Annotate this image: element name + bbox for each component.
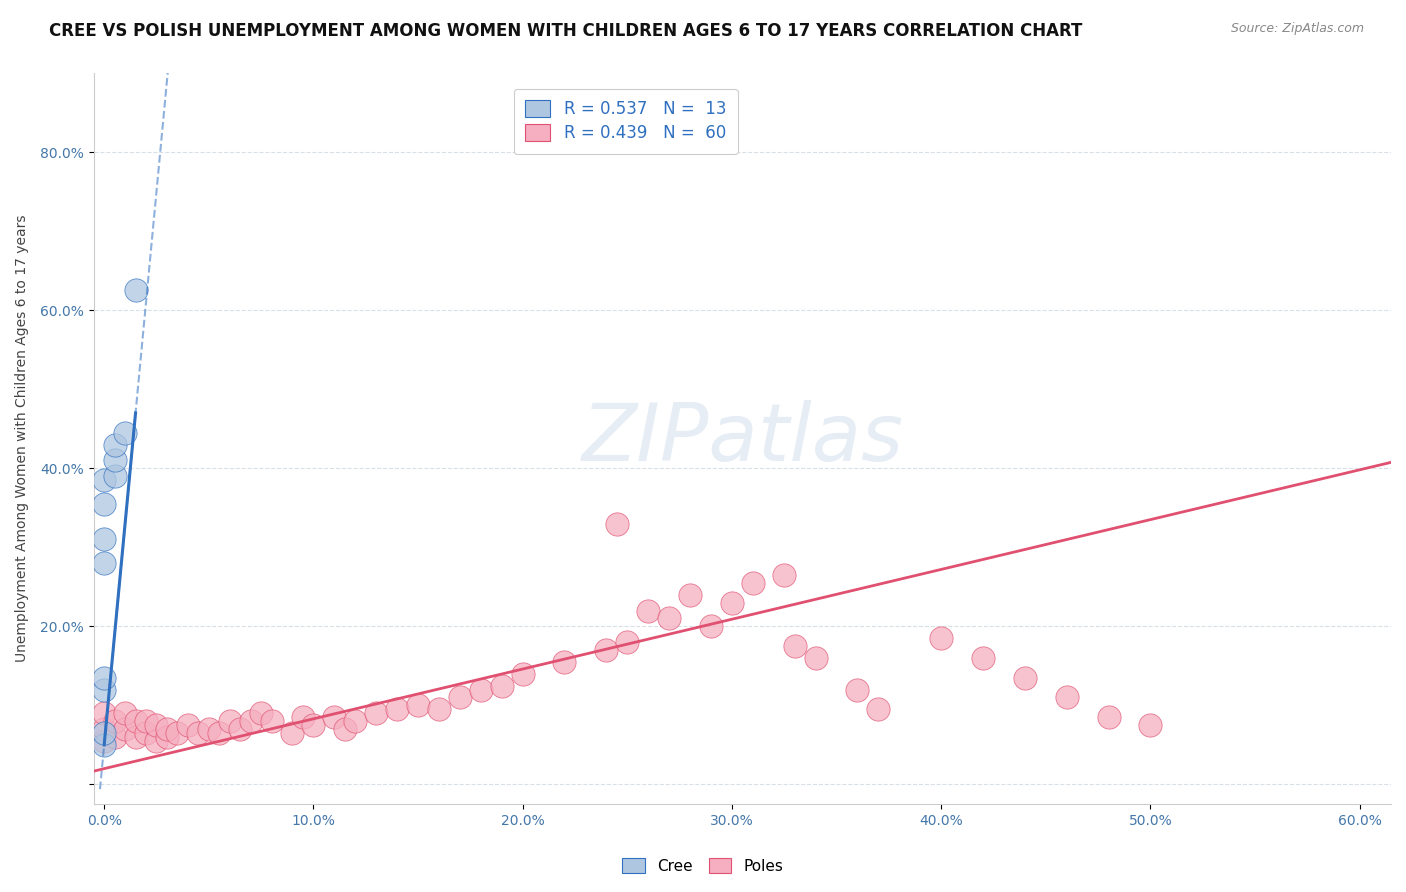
Point — [868, 702, 890, 716]
Point — [156, 722, 179, 736]
Point — [114, 722, 136, 736]
Point — [229, 722, 252, 736]
Point — [470, 682, 492, 697]
Point — [104, 714, 127, 729]
Point — [333, 722, 356, 736]
Point — [972, 651, 994, 665]
Point — [406, 698, 429, 713]
Point — [385, 702, 408, 716]
Point — [93, 722, 115, 736]
Point — [1014, 671, 1036, 685]
Legend: R = 0.537   N =  13, R = 0.439   N =  60: R = 0.537 N = 13, R = 0.439 N = 60 — [513, 88, 738, 154]
Point — [1056, 690, 1078, 705]
Point — [156, 730, 179, 744]
Point — [114, 706, 136, 721]
Point — [124, 714, 146, 729]
Point — [606, 516, 628, 531]
Text: CREE VS POLISH UNEMPLOYMENT AMONG WOMEN WITH CHILDREN AGES 6 TO 17 YEARS CORRELA: CREE VS POLISH UNEMPLOYMENT AMONG WOMEN … — [49, 22, 1083, 40]
Point — [93, 473, 115, 487]
Point — [679, 588, 702, 602]
Point — [291, 710, 314, 724]
Point — [846, 682, 869, 697]
Point — [700, 619, 723, 633]
Point — [239, 714, 262, 729]
Point — [773, 568, 796, 582]
Point — [93, 734, 115, 748]
Point — [104, 437, 127, 451]
Point — [491, 679, 513, 693]
Y-axis label: Unemployment Among Women with Children Ages 6 to 17 years: Unemployment Among Women with Children A… — [15, 215, 30, 663]
Point — [616, 635, 638, 649]
Point — [260, 714, 283, 729]
Point — [449, 690, 471, 705]
Text: Source: ZipAtlas.com: Source: ZipAtlas.com — [1230, 22, 1364, 36]
Point — [512, 666, 534, 681]
Point — [93, 497, 115, 511]
Point — [104, 453, 127, 467]
Point — [637, 603, 659, 617]
Text: ZIPatlas: ZIPatlas — [581, 400, 904, 477]
Point — [93, 706, 115, 721]
Point — [929, 631, 952, 645]
Point — [187, 726, 209, 740]
Point — [135, 714, 157, 729]
Point — [783, 639, 806, 653]
Point — [145, 718, 167, 732]
Point — [366, 706, 388, 721]
Point — [93, 738, 115, 752]
Point — [93, 682, 115, 697]
Point — [553, 655, 575, 669]
Point — [135, 726, 157, 740]
Point — [177, 718, 200, 732]
Point — [689, 121, 711, 136]
Point — [721, 596, 744, 610]
Point — [344, 714, 367, 729]
Point — [93, 533, 115, 547]
Point — [658, 611, 681, 625]
Legend: Cree, Poles: Cree, Poles — [616, 852, 790, 880]
Point — [166, 726, 188, 740]
Point — [145, 734, 167, 748]
Point — [104, 730, 127, 744]
Point — [218, 714, 240, 729]
Point — [124, 284, 146, 298]
Point — [741, 575, 763, 590]
Point — [281, 726, 304, 740]
Point — [124, 730, 146, 744]
Point — [93, 671, 115, 685]
Point — [427, 702, 450, 716]
Point — [114, 425, 136, 440]
Point — [1097, 710, 1119, 724]
Point — [323, 710, 346, 724]
Point — [595, 643, 617, 657]
Point — [250, 706, 273, 721]
Point — [104, 469, 127, 483]
Point — [302, 718, 325, 732]
Point — [1139, 718, 1161, 732]
Point — [208, 726, 231, 740]
Point — [804, 651, 827, 665]
Point — [93, 556, 115, 570]
Point — [93, 726, 115, 740]
Point — [197, 722, 219, 736]
